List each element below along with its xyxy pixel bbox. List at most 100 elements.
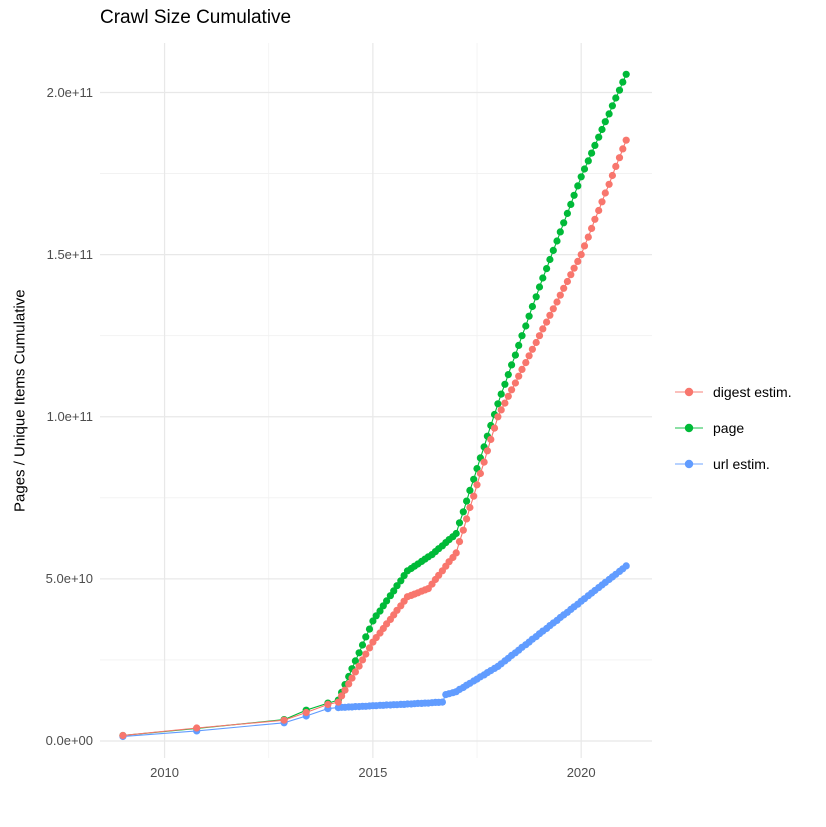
series-digest-estim — [119, 136, 630, 740]
data-point-page — [459, 508, 467, 516]
data-point-digest-estim — [528, 345, 537, 353]
data-point-url-estim — [438, 698, 446, 706]
data-point-digest-estim — [119, 731, 127, 740]
data-point-digest-estim — [560, 284, 568, 292]
data-point-page — [588, 149, 596, 157]
data-point-page — [452, 529, 460, 538]
data-point-page — [535, 283, 544, 291]
data-point-url-estim — [622, 562, 630, 570]
data-point-page — [508, 361, 516, 369]
data-point-page — [494, 400, 502, 408]
data-point-digest-estim — [452, 549, 460, 557]
data-point-digest-estim — [580, 242, 589, 250]
data-point-page — [504, 371, 512, 379]
data-point-page — [598, 125, 606, 134]
data-point-digest-estim — [515, 372, 523, 380]
data-point-page — [612, 94, 620, 102]
data-point-page — [580, 165, 589, 173]
data-point-page — [615, 86, 624, 94]
data-point-digest-estim — [470, 492, 478, 500]
data-point-page — [539, 274, 547, 282]
data-point-digest-estim — [522, 359, 530, 367]
y-tick-label: 2.0e+11 — [46, 84, 93, 100]
data-point-digest-estim — [362, 650, 370, 658]
data-point-page — [355, 649, 363, 657]
data-point-page — [466, 486, 474, 494]
data-point-digest-estim — [605, 180, 613, 188]
data-point-page — [528, 302, 537, 311]
x-tick-label: 2015 — [358, 765, 388, 780]
data-point-page — [372, 612, 380, 620]
data-point-digest-estim — [487, 435, 495, 443]
legend-item-digest-estim: digest estim. — [674, 374, 792, 410]
data-point-digest-estim — [532, 338, 540, 347]
data-point-page — [362, 633, 370, 641]
legend-item-page: page — [674, 410, 792, 446]
data-point-page — [497, 390, 505, 398]
data-point-digest-estim — [463, 515, 471, 523]
data-point-digest-estim — [546, 311, 554, 319]
data-point-digest-estim — [588, 224, 596, 232]
data-point-page — [455, 519, 464, 527]
data-point-digest-estim — [622, 136, 630, 144]
data-point-digest-estim — [584, 233, 592, 241]
data-point-digest-estim — [483, 447, 491, 455]
data-point-digest-estim — [598, 198, 606, 206]
data-point-digest-estim — [549, 305, 557, 313]
data-point-page — [365, 625, 374, 633]
data-point-digest-estim — [612, 162, 620, 170]
data-point-page — [358, 641, 367, 649]
data-point-digest-estim — [338, 692, 346, 700]
data-point-page — [369, 617, 377, 625]
data-point-page — [470, 475, 478, 483]
data-point-page — [560, 219, 568, 227]
chart-title: Crawl Size Cumulative — [100, 7, 292, 28]
data-point-page — [393, 582, 401, 590]
data-point-digest-estim — [480, 458, 488, 466]
y-tick-label: 1.5e+11 — [46, 246, 93, 262]
data-point-page — [605, 110, 613, 118]
data-point-digest-estim — [511, 379, 519, 387]
data-point-page — [383, 597, 391, 605]
series-url-estim — [119, 562, 630, 741]
legend-item-url-estim: url estim. — [674, 446, 792, 482]
data-point-page — [463, 497, 471, 505]
data-point-page — [601, 118, 609, 126]
data-point-digest-estim — [501, 399, 509, 407]
data-point-digest-estim — [345, 680, 353, 688]
data-point-digest-estim — [574, 257, 582, 265]
legend-label: page — [713, 420, 745, 436]
data-point-page — [556, 228, 564, 236]
data-point-digest-estim — [324, 700, 332, 709]
data-point-page — [577, 173, 585, 181]
series-line-url-estim — [122, 565, 627, 738]
data-point-page — [511, 351, 519, 359]
y-tick-label: 5.0e+10 — [45, 570, 93, 586]
data-point-digest-estim — [494, 413, 502, 421]
series-line-digest-estim — [122, 139, 627, 737]
data-point-page — [570, 191, 578, 199]
data-point-digest-estim — [466, 503, 474, 512]
data-point-page — [390, 587, 398, 595]
data-point-page — [501, 380, 509, 388]
data-point-digest-estim — [459, 526, 467, 534]
data-point-page — [595, 133, 603, 141]
data-point-page — [543, 265, 551, 273]
data-point-digest-estim — [619, 145, 627, 153]
data-point-digest-estim — [543, 318, 551, 326]
legend-key-icon-page — [675, 423, 703, 433]
data-point-page — [546, 255, 554, 264]
data-point-page — [351, 657, 359, 665]
data-point-digest-estim — [302, 708, 310, 717]
data-point-digest-estim — [525, 352, 533, 360]
data-point-page — [518, 332, 526, 340]
data-point-digest-estim — [518, 365, 526, 373]
data-point-page — [515, 341, 523, 349]
data-point-digest-estim — [341, 686, 349, 694]
data-point-page — [591, 141, 599, 149]
legend-key-icon-digest-estim — [675, 387, 703, 397]
data-point-page — [397, 577, 405, 585]
data-point-digest-estim — [497, 406, 505, 414]
